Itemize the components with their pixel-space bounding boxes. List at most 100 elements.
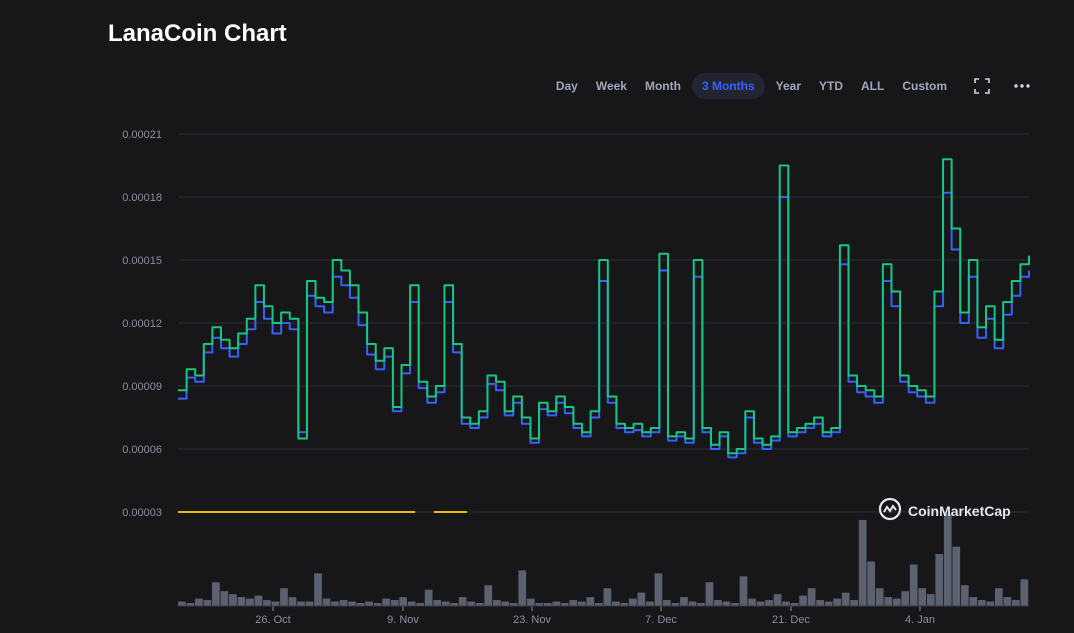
volume-bar	[254, 595, 263, 606]
volume-bar	[977, 600, 986, 606]
range-ytd-button[interactable]: YTD	[819, 79, 843, 93]
x-axis-ticks: 26. Oct 9. Nov 23. Nov 7. Dec 21. Dec 4. Jan	[255, 606, 935, 626]
volume-bar	[390, 600, 399, 606]
y-axis-ticks: 0.00021 0.00018 0.00015 0.00012 0.00009 0.000…	[122, 129, 162, 519]
volume-bar	[246, 598, 254, 606]
volume-bar	[1020, 579, 1029, 606]
range-all-button[interactable]: ALL	[861, 79, 885, 93]
price-series	[178, 158, 1030, 459]
volume-bar	[458, 597, 467, 606]
range-year-button[interactable]: Year	[775, 79, 801, 93]
volume-bar	[552, 601, 561, 606]
volume-bar	[646, 601, 654, 606]
volume-bar	[654, 573, 663, 606]
volume-bar	[280, 588, 288, 606]
page-title: LanaCoin Chart	[108, 20, 287, 47]
volume-bar	[901, 591, 910, 606]
volume-bar	[212, 582, 220, 606]
volume-bar	[586, 597, 595, 606]
volume-bar	[382, 598, 390, 606]
volume-bar	[722, 601, 731, 606]
volume-bar	[765, 600, 773, 606]
volume-bar	[322, 598, 331, 606]
volume-bar	[441, 601, 450, 606]
volume-bar	[467, 601, 476, 606]
volume-bar	[577, 601, 586, 606]
volume-bar	[637, 592, 646, 606]
volume-bar	[220, 591, 229, 606]
volume-bar	[943, 514, 952, 606]
volume-bar	[535, 603, 544, 606]
volume-bars	[178, 514, 1029, 607]
volume-bar	[543, 603, 552, 606]
volume-bar	[407, 601, 416, 606]
volume-bar	[1003, 597, 1012, 606]
volume-bar	[365, 601, 373, 606]
range-custom-button[interactable]: Custom	[902, 79, 947, 93]
volume-bar	[526, 598, 535, 606]
volume-bar	[935, 554, 944, 606]
volume-bar	[518, 570, 527, 606]
range-3-months-button[interactable]: 3 Months	[691, 73, 765, 99]
volume-bar	[424, 589, 433, 606]
volume-bar	[850, 600, 858, 606]
volume-bar	[203, 600, 212, 606]
volume-bar	[475, 603, 484, 606]
range-week-button[interactable]: Week	[595, 79, 627, 93]
series-line-green	[178, 158, 1030, 455]
volume-bar	[195, 598, 203, 606]
x-tick-label: 26. Oct	[255, 614, 290, 626]
volume-bar	[986, 601, 995, 606]
volume-bar	[271, 601, 280, 606]
range-day-button[interactable]: Day	[555, 79, 578, 93]
volume-bar	[399, 597, 407, 606]
volume-bar	[237, 597, 246, 606]
volume-bar	[229, 594, 237, 606]
volume-bar	[824, 601, 833, 606]
volume-bar	[884, 597, 893, 606]
volume-bar	[748, 598, 756, 606]
watermark-text: CoinMarketCap	[908, 502, 1011, 519]
volume-bar	[603, 588, 612, 606]
volume-bar	[952, 546, 961, 606]
volume-bar	[433, 600, 442, 606]
volume-bar	[918, 588, 927, 606]
x-tick-label: 21. Dec	[772, 614, 810, 626]
grid-lines	[178, 133, 1029, 513]
volume-bar	[790, 603, 799, 606]
volume-bar	[373, 603, 382, 606]
volume-bar	[731, 603, 739, 606]
volume-bar	[450, 603, 459, 606]
volume-bar	[569, 600, 578, 606]
y-tick-label: 0.00021	[122, 129, 162, 141]
volume-bar	[926, 594, 935, 606]
volume-bar	[969, 597, 978, 606]
y-tick-label: 0.00003	[122, 507, 162, 519]
time-range-selector: Day Week Month 3 Months Year YTD ALL Cus…	[549, 73, 1034, 99]
volume-bar	[892, 598, 901, 606]
y-tick-label: 0.00012	[122, 318, 162, 330]
volume-bar	[339, 600, 348, 606]
range-month-button[interactable]: Month	[644, 79, 681, 93]
more-options-icon[interactable]	[1010, 74, 1034, 98]
volume-bar	[186, 603, 195, 606]
fullscreen-icon[interactable]	[970, 74, 994, 98]
y-tick-label: 0.00006	[122, 444, 162, 456]
volume-bar	[663, 600, 671, 606]
volume-bar	[705, 582, 714, 606]
volume-bar	[331, 601, 339, 606]
volume-bar	[297, 601, 305, 606]
volume-bar	[816, 600, 824, 606]
volume-bar	[620, 603, 629, 606]
volume-bar	[782, 601, 790, 606]
volume-bar	[348, 601, 356, 606]
volume-bar	[858, 519, 867, 606]
volume-bar	[867, 561, 876, 606]
y-tick-label: 0.00015	[122, 255, 162, 267]
volume-bar	[314, 573, 322, 606]
volume-bar	[756, 601, 765, 606]
volume-bar	[356, 603, 365, 606]
x-tick-label: 7. Dec	[645, 614, 677, 626]
volume-bar	[492, 600, 501, 606]
